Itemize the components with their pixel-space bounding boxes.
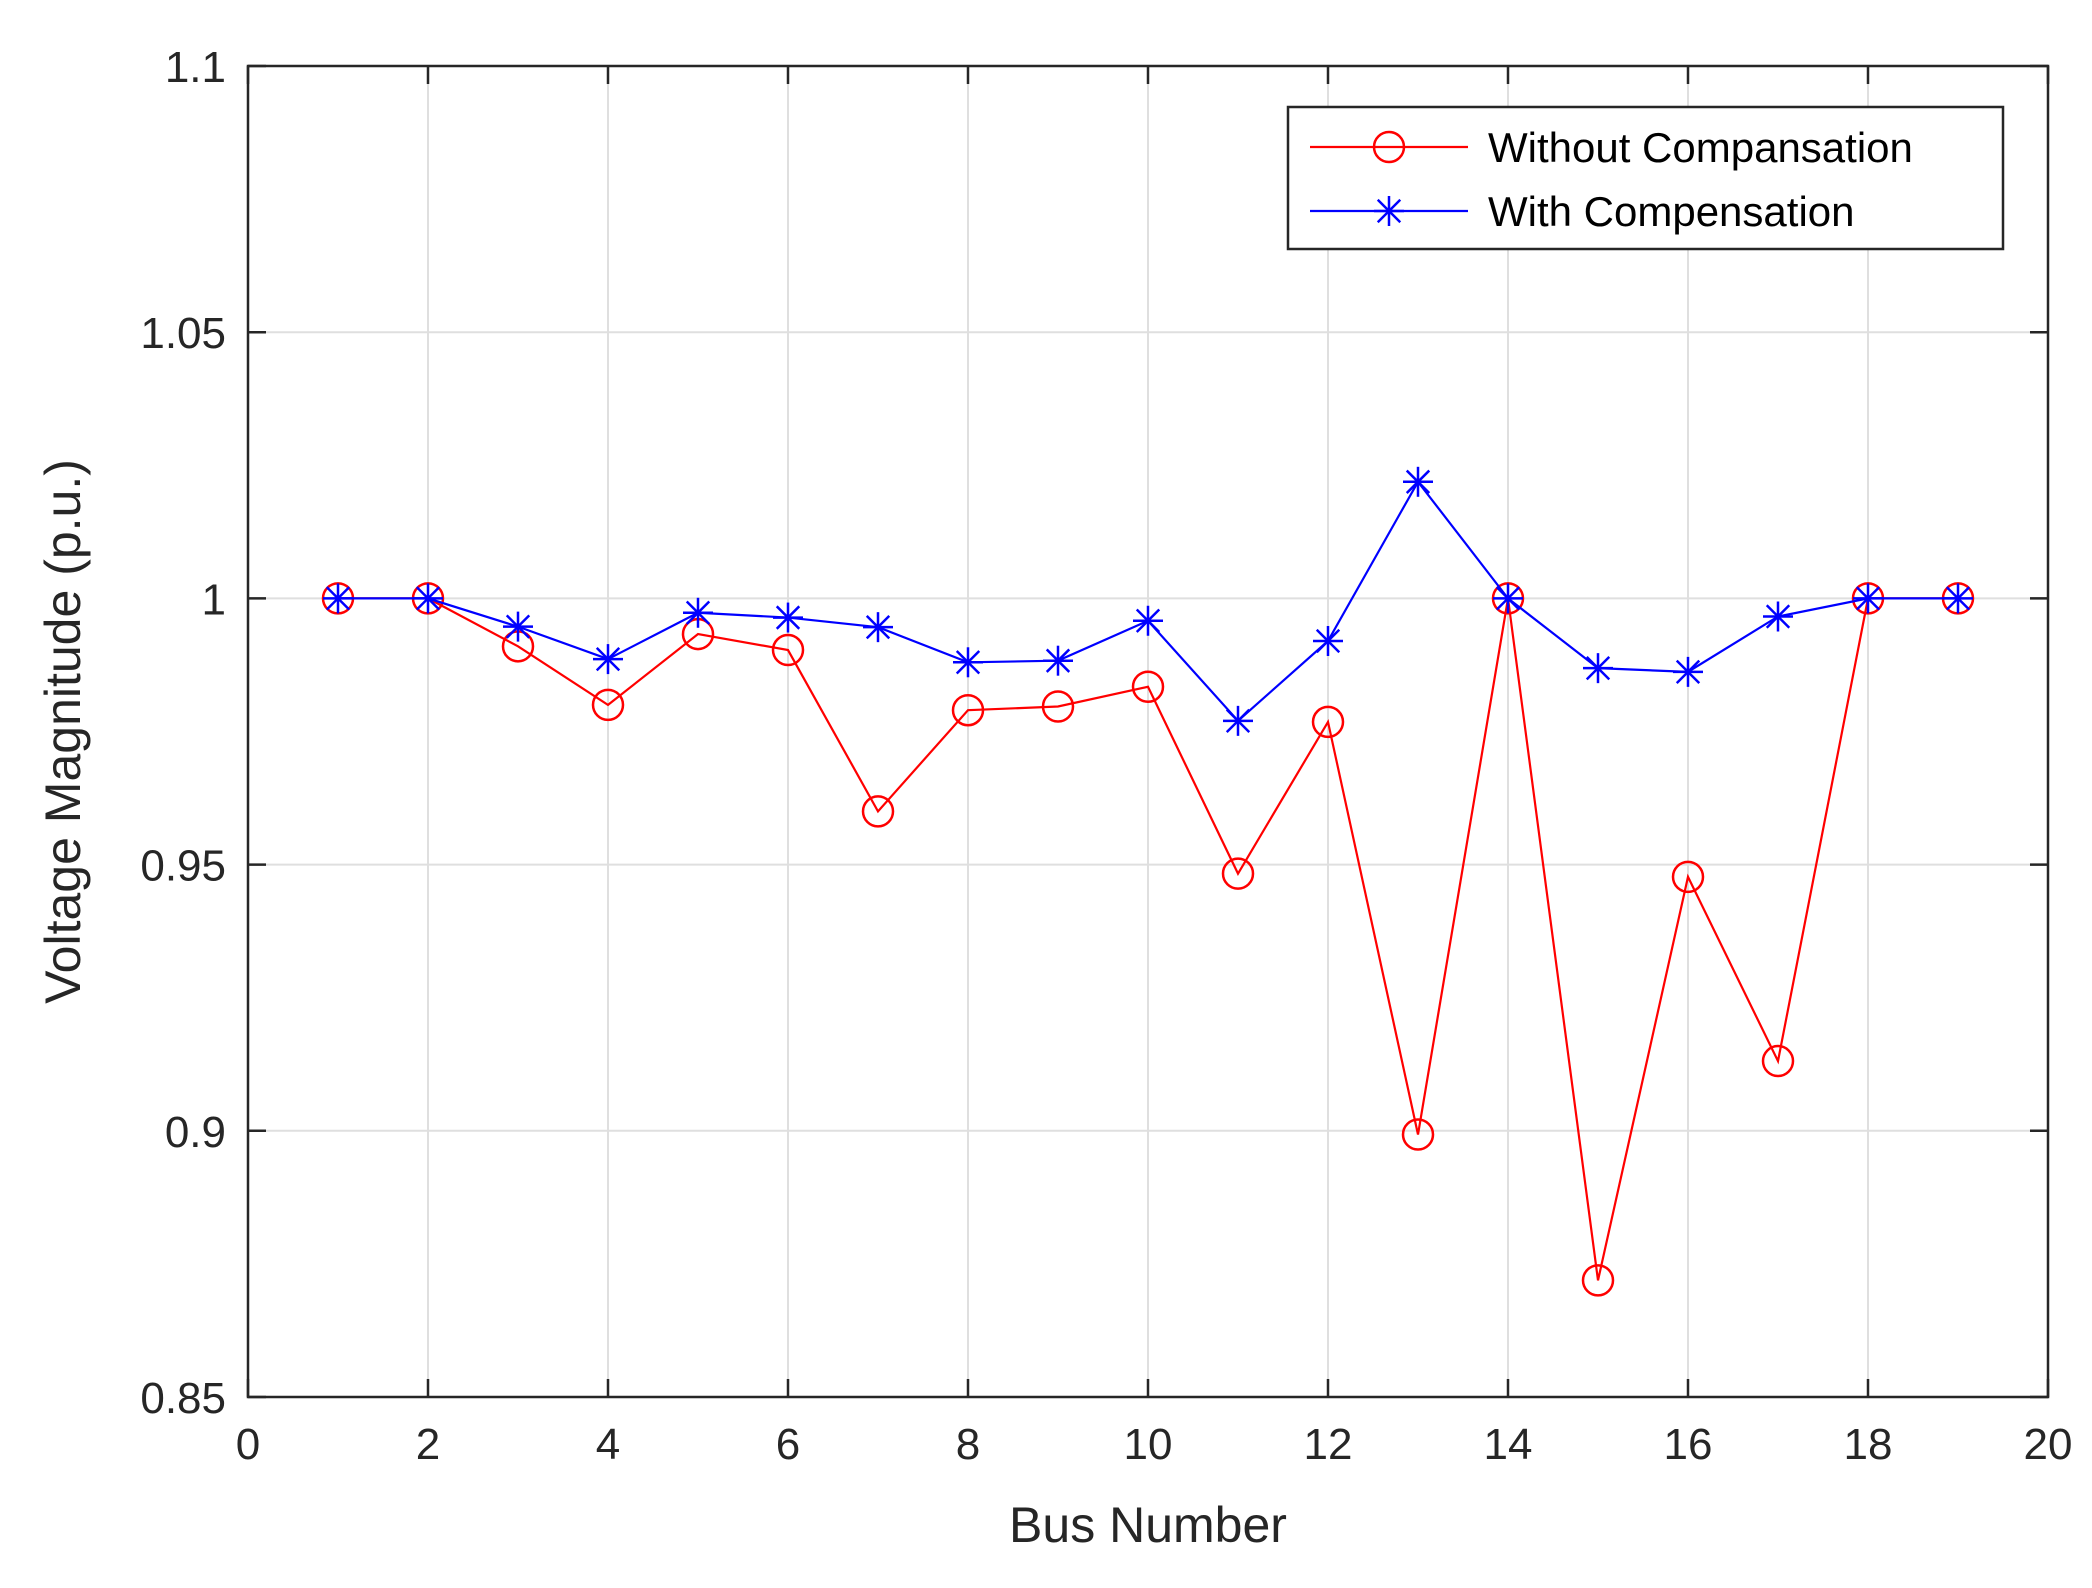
circle-marker bbox=[1671, 860, 1705, 894]
asterisk-marker bbox=[503, 611, 533, 642]
y-tick-label: 1.1 bbox=[165, 43, 226, 92]
y-tick-label: 0.9 bbox=[165, 1108, 226, 1157]
x-tick-label: 10 bbox=[1124, 1420, 1173, 1469]
circle-marker bbox=[1041, 690, 1075, 723]
legend: Without Compansation With Compensation bbox=[1286, 105, 2005, 251]
circle-marker bbox=[1401, 1118, 1435, 1151]
x-tick-label: 0 bbox=[236, 1420, 260, 1469]
x-tick-label: 6 bbox=[776, 1420, 800, 1469]
asterisk-marker bbox=[953, 647, 983, 678]
asterisk-marker bbox=[323, 583, 353, 614]
circle-marker bbox=[1311, 705, 1345, 739]
circle-marker bbox=[951, 693, 985, 727]
x-tick-label: 4 bbox=[596, 1420, 620, 1469]
asterisk-marker bbox=[1673, 656, 1703, 687]
x-tick-label: 12 bbox=[1304, 1420, 1353, 1469]
x-tick-label: 8 bbox=[956, 1420, 980, 1469]
asterisk-marker bbox=[1313, 625, 1343, 656]
legend-item: Without Compansation bbox=[1310, 124, 1913, 171]
asterisk-marker bbox=[773, 602, 803, 633]
circle-marker bbox=[1221, 857, 1255, 890]
asterisk-marker bbox=[1043, 645, 1073, 676]
asterisk-marker bbox=[1133, 605, 1163, 636]
x-tick-label: 18 bbox=[1844, 1420, 1893, 1469]
circle-marker bbox=[1581, 1264, 1615, 1297]
y-tick-label: 1.05 bbox=[140, 309, 226, 358]
asterisk-marker bbox=[863, 612, 893, 643]
series-group bbox=[321, 466, 1975, 1297]
asterisk-marker bbox=[413, 583, 443, 614]
legend-box bbox=[1286, 105, 2005, 251]
x-tick-label: 16 bbox=[1664, 1420, 1713, 1469]
y-tick-label: 1 bbox=[202, 575, 226, 624]
x-axis-label: Bus Number bbox=[1009, 1497, 1287, 1553]
asterisk-marker bbox=[1374, 196, 1404, 226]
asterisk-marker bbox=[1223, 705, 1253, 736]
legend-label: With Compensation bbox=[1488, 188, 1855, 235]
circle-marker bbox=[771, 633, 805, 667]
series-line bbox=[338, 597, 1958, 1281]
x-tick-label: 20 bbox=[2024, 1420, 2073, 1469]
asterisk-marker bbox=[1493, 583, 1523, 614]
circle-marker bbox=[591, 688, 625, 722]
asterisk-marker bbox=[683, 597, 713, 628]
series-1 bbox=[323, 466, 1973, 736]
circle-marker bbox=[1761, 1044, 1795, 1078]
y-tick-label: 0.95 bbox=[140, 842, 226, 891]
asterisk-marker bbox=[1853, 583, 1883, 614]
y-tick-label: 0.85 bbox=[140, 1374, 226, 1423]
x-tick-label: 14 bbox=[1484, 1420, 1533, 1469]
x-tick-label: 2 bbox=[416, 1420, 440, 1469]
asterisk-marker bbox=[1583, 653, 1613, 684]
asterisk-marker bbox=[593, 644, 623, 675]
circle-marker bbox=[861, 795, 895, 828]
grid bbox=[248, 66, 2048, 1397]
circle-marker bbox=[1131, 670, 1165, 704]
y-axis-label: Voltage Magnitude (p.u.) bbox=[35, 459, 91, 1004]
axis-ticks: 0 2 4 6 8 10 12 14 16 18 20 0.85 0.9 0.95 1 1.05 1.1 bbox=[140, 43, 2072, 1469]
circle-marker bbox=[1372, 130, 1406, 164]
legend-label: Without Compansation bbox=[1488, 124, 1913, 171]
legend-item: With Compensation bbox=[1310, 188, 1855, 235]
asterisk-marker bbox=[1943, 583, 1973, 614]
asterisk-marker bbox=[1403, 466, 1433, 497]
asterisk-marker bbox=[1763, 601, 1793, 632]
